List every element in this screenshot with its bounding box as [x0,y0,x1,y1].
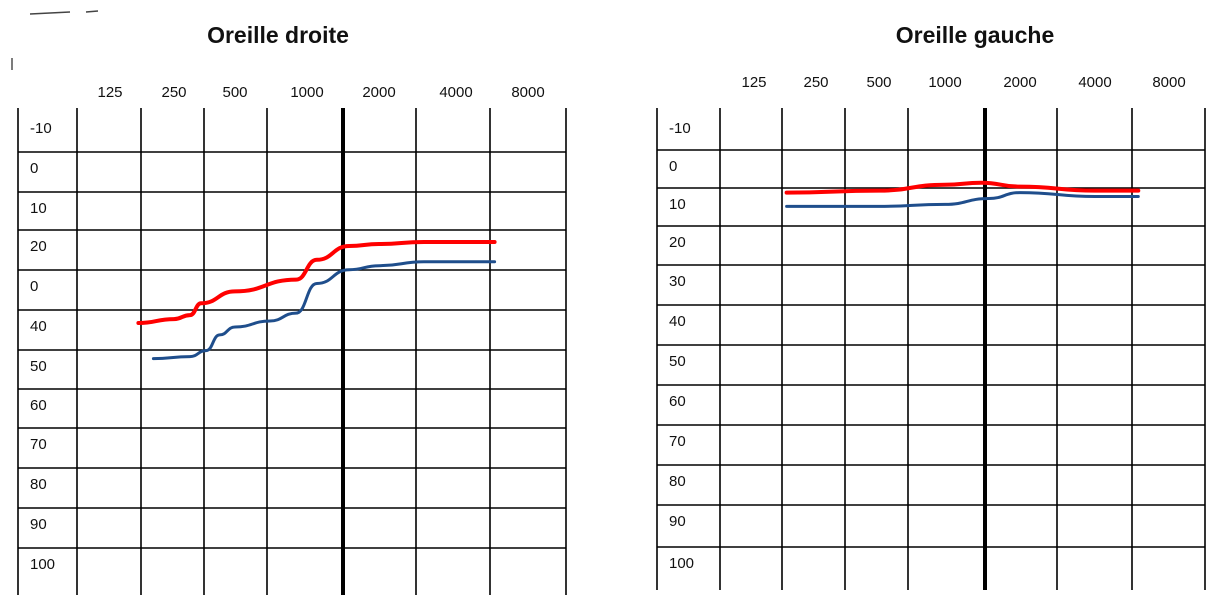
y-tick-label: 50 [669,353,686,370]
y-tick-label: 60 [30,397,47,414]
y-tick-label: 50 [30,358,47,375]
x-tick-label: 1000 [290,84,323,101]
y-tick-label: 40 [30,318,47,335]
series-line-blue [785,191,1140,208]
y-tick-label: 10 [30,200,47,217]
y-tick-label: 40 [669,313,686,330]
corner-scribble [11,10,99,70]
x-tick-label: 1000 [928,74,961,91]
x-tick-label: 8000 [511,84,544,101]
x-tick-label: 8000 [1152,74,1185,91]
audiogram-oreille-droite: Oreille droite 125 250 500 1000 2000 4000 8000… [17,22,567,595]
y-tick-label: 100 [30,556,55,573]
y-tick-label: -10 [30,120,52,137]
series-line-blue [151,260,497,361]
y-tick-label: 60 [669,393,686,410]
y-tick-label: 0 [30,278,38,295]
x-tick-label: 4000 [1078,74,1111,91]
y-tick-label: -10 [669,120,691,137]
x-tick-labels: 125 250 500 1000 2000 4000 8000 [741,74,1185,91]
x-tick-label: 500 [222,84,247,101]
x-tick-labels: 125 250 500 1000 2000 4000 8000 [97,84,544,101]
x-tick-label: 125 [741,74,766,91]
y-tick-labels: -10 0 10 20 30 40 50 60 70 80 90 100 [669,120,694,572]
y-tick-label: 20 [30,238,47,255]
y-tick-label: 20 [669,234,686,251]
y-tick-label: 80 [30,476,47,493]
x-tick-label: 2000 [362,84,395,101]
x-tick-label: 2000 [1003,74,1036,91]
x-tick-label: 250 [803,74,828,91]
y-tick-label: 80 [669,473,686,490]
y-tick-label: 70 [669,433,686,450]
x-tick-label: 250 [161,84,186,101]
y-tick-label: 10 [669,196,686,213]
grid [656,108,1206,590]
y-tick-label: 30 [669,273,686,290]
y-tick-label: 70 [30,436,47,453]
series-lines [784,180,1141,208]
x-tick-label: 4000 [439,84,472,101]
series-line-red [784,180,1141,195]
x-tick-label: 500 [866,74,891,91]
y-tick-label: 100 [669,555,694,572]
y-tick-label: 90 [669,513,686,530]
audiogram-oreille-gauche: Oreille gauche 125 250 500 1000 2000 4000 8000… [656,22,1206,590]
y-tick-labels: -10 0 10 20 0 40 50 60 70 80 90 100 [30,120,55,573]
chart-title: Oreille droite [207,22,349,48]
series-lines [136,239,497,361]
grid [17,108,567,595]
x-tick-label: 125 [97,84,122,101]
y-tick-label: 0 [30,160,38,177]
y-tick-label: 0 [669,158,677,175]
series-line-red [136,239,497,325]
chart-title: Oreille gauche [896,22,1055,48]
y-tick-label: 90 [30,516,47,533]
